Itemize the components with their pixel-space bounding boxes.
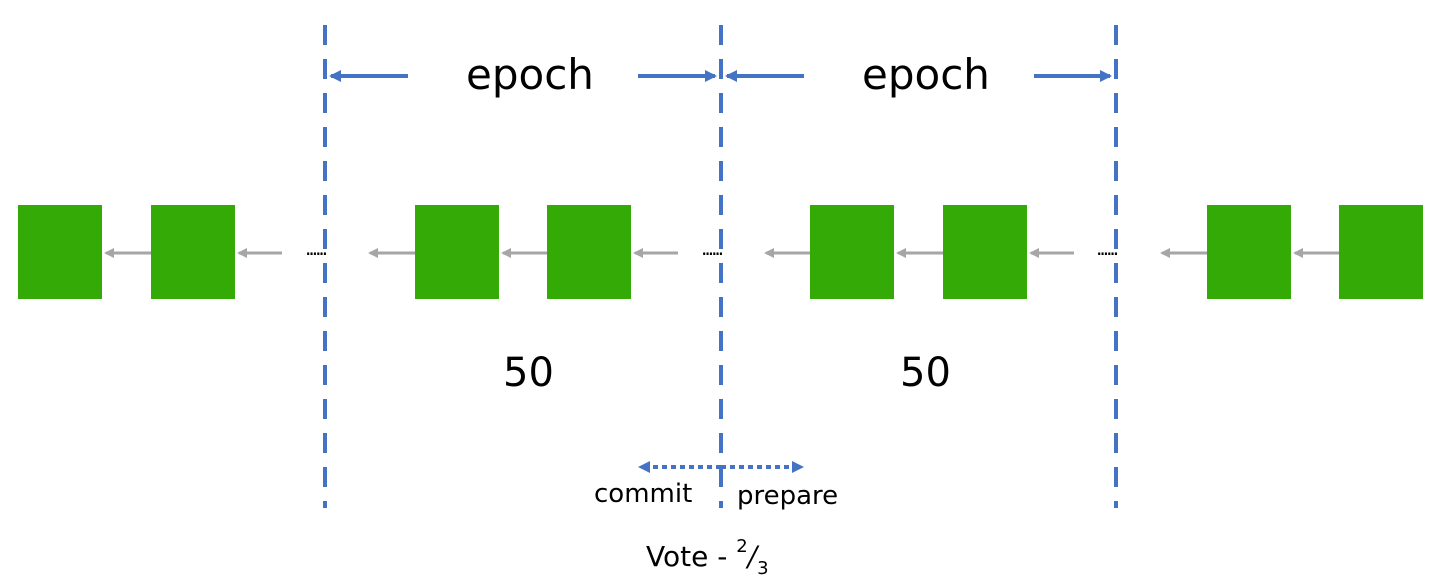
block-2 (151, 205, 235, 299)
prepare-label: prepare (737, 481, 839, 511)
block-7 (1207, 205, 1291, 299)
ellipsis-2: ...... (701, 236, 724, 260)
block-4 (547, 205, 631, 299)
epoch-block-count-2: 50 (900, 350, 951, 396)
block-1 (18, 205, 102, 299)
ellipsis-1: ...... (305, 236, 328, 260)
vote-fraction-slash: / (747, 540, 758, 573)
vote-fraction-denominator: 3 (757, 558, 769, 579)
vote-threshold-label: Vote - 2/3 (646, 536, 769, 579)
commit-label: commit (594, 479, 693, 509)
epoch-label-2: epoch (862, 50, 990, 99)
block-8 (1339, 205, 1423, 299)
block-3 (415, 205, 499, 299)
ellipsis-3: ...... (1096, 236, 1119, 260)
block-5 (810, 205, 894, 299)
epoch-block-count-1: 50 (503, 350, 554, 396)
vote-fraction-numerator: 2 (736, 536, 748, 557)
epoch-label-1: epoch (466, 50, 594, 99)
vote-prefix: Vote - (646, 540, 737, 573)
block-6 (943, 205, 1027, 299)
